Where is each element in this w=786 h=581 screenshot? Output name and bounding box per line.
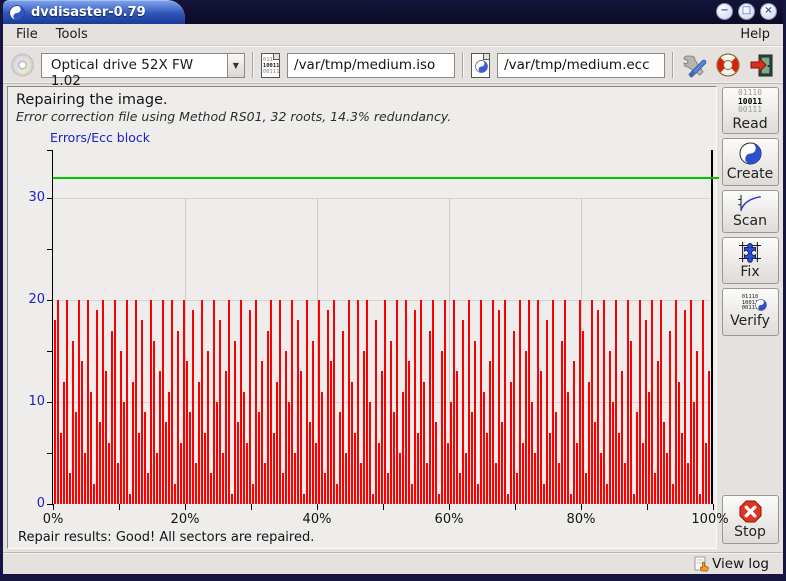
gridline-10 (53, 402, 713, 403)
chart-plot-area: 0 10 20 30 0% 20% 40% 60% 80% 100% (28, 150, 729, 527)
toolbar: Optical drive 52X FW 1.02 ▼ 011 10011 00… (3, 46, 783, 89)
fix-button[interactable]: Fix (721, 237, 779, 284)
gridline-20 (53, 300, 713, 301)
y-tick-label: 30 (28, 190, 45, 205)
verify-button[interactable]: 01110 10011 00111 Verify (721, 288, 779, 336)
drive-select-value: Optical drive 52X FW 1.02 (40, 52, 227, 89)
repair-result-text: Repair results: Good! All sectors are re… (18, 530, 315, 545)
stop-button[interactable]: Stop (721, 495, 779, 544)
gridline-40pct (317, 198, 318, 504)
binary-read-icon: 01110 10011 00111 (737, 88, 763, 115)
quit-door-icon (750, 54, 773, 77)
menu-help[interactable]: Help (740, 27, 770, 42)
view-log-icon (694, 556, 709, 571)
x-tick-label: 60% (434, 512, 464, 527)
create-button[interactable]: Create (721, 138, 779, 186)
error-chart: Errors/Ecc block 0 10 20 30 (16, 130, 729, 528)
title-bar[interactable]: dvdisaster-0.79 − □ × (3, 0, 783, 24)
app-logo-yinyang-icon (9, 4, 25, 21)
optical-disc-icon (11, 53, 34, 77)
error-bars (54, 150, 713, 504)
help-button[interactable] (715, 51, 742, 79)
read-button[interactable]: 01110 10011 00111 Read (721, 87, 779, 134)
iso-file-icon: 011 10011 00111 (260, 52, 281, 78)
quit-button[interactable] (748, 51, 775, 79)
status-subheading: Error correction file using Method RS01,… (16, 109, 452, 124)
binary-verify-icon: 01110 10011 00111 (735, 295, 767, 312)
action-sidebar: 01110 10011 00111 Read Create (717, 84, 783, 552)
view-log-link[interactable]: View log (712, 555, 769, 572)
scan-curve-icon (738, 194, 761, 212)
drive-select[interactable]: Optical drive 52X FW 1.02 ▼ (40, 52, 245, 89)
iso-path-input[interactable] (287, 52, 456, 78)
gridline-60pct (449, 198, 450, 504)
y-tick-label: 20 (28, 292, 45, 307)
y-tick-label: 0 (36, 496, 45, 511)
ecc-file-icon (471, 52, 491, 78)
maximize-button[interactable]: □ (738, 3, 755, 20)
x-tick-label: 20% (170, 512, 200, 527)
ecc-path-input[interactable] (497, 52, 666, 78)
chevron-down-icon[interactable]: ▼ (226, 52, 245, 78)
correctable-threshold-line (53, 177, 719, 179)
y-tick-label: 10 (28, 394, 45, 409)
x-tick-label: 40% (302, 512, 332, 527)
position-cursor-line (711, 150, 713, 504)
x-tick-label: 80% (566, 512, 596, 527)
toolbar-separator (251, 52, 254, 78)
minimize-button[interactable]: − (716, 3, 733, 20)
close-button[interactable]: × (760, 3, 777, 20)
preferences-tools-icon (684, 55, 707, 78)
preferences-button[interactable] (681, 51, 708, 79)
gridline-20pct (185, 198, 186, 504)
title-tab: dvdisaster-0.79 (3, 0, 185, 24)
yin-yang-icon (738, 142, 762, 165)
workspace: Repairing the image. Error correction fi… (3, 84, 783, 552)
toolbar-separator (462, 52, 465, 78)
menu-tools[interactable]: Tools (55, 27, 88, 42)
x-tick-label: 100% (691, 512, 729, 527)
gridline-30 (53, 198, 713, 199)
main-panel: Repairing the image. Error correction fi… (7, 86, 729, 549)
menu-bar: File Tools Help (3, 24, 783, 46)
help-lifebuoy-icon (716, 53, 740, 77)
window-title: dvdisaster-0.79 (31, 5, 146, 20)
stop-octagon-icon (738, 499, 762, 523)
x-tick-label: 0% (42, 512, 64, 527)
menu-file[interactable]: File (16, 27, 38, 42)
puzzle-icon (739, 241, 761, 263)
toolbar-separator (672, 52, 675, 78)
gridline-80pct (581, 198, 582, 504)
status-bar: View log (3, 552, 783, 574)
scan-button[interactable]: Scan (721, 190, 779, 233)
chart-title: Errors/Ecc block (50, 130, 150, 145)
status-heading: Repairing the image. (16, 92, 168, 108)
